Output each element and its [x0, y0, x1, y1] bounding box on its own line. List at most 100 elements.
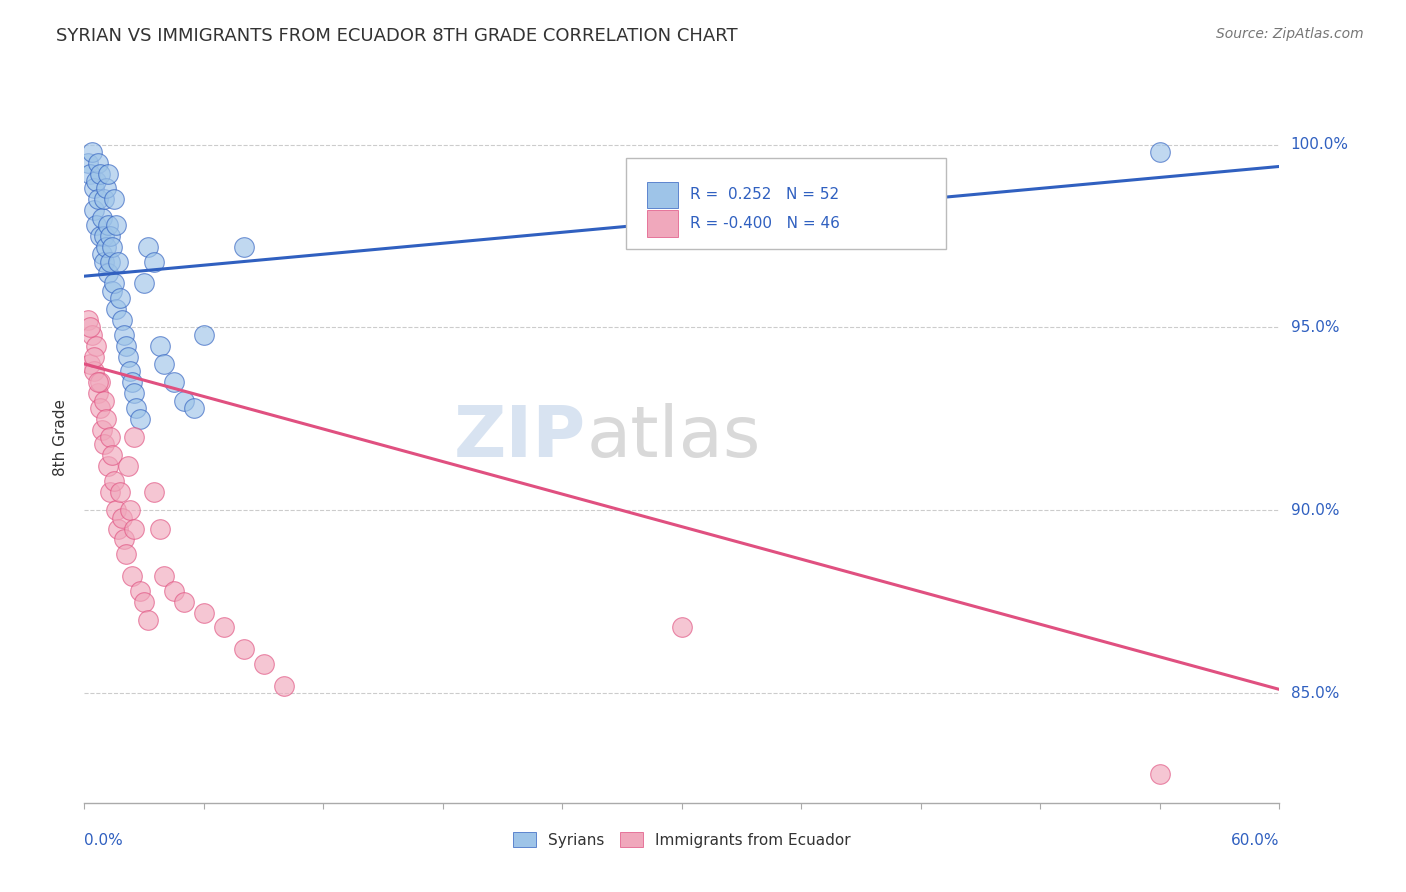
- Point: [129, 411, 152, 425]
- Point: [79, 357, 101, 371]
- Point: [122, 430, 145, 444]
- Text: Source: ZipAtlas.com: Source: ZipAtlas.com: [1216, 27, 1364, 41]
- Point: [96, 181, 118, 195]
- Point: [93, 393, 115, 408]
- Point: [110, 484, 132, 499]
- Point: [89, 375, 111, 389]
- Point: [96, 240, 118, 254]
- Point: [101, 284, 124, 298]
- Point: [105, 218, 128, 232]
- Point: [112, 327, 135, 342]
- Point: [111, 510, 134, 524]
- Point: [91, 211, 114, 225]
- Text: SYRIAN VS IMMIGRANTS FROM ECUADOR 8TH GRADE CORRELATION CHART: SYRIAN VS IMMIGRANTS FROM ECUADOR 8TH GR…: [56, 27, 738, 45]
- Point: [98, 254, 121, 268]
- Point: [136, 240, 159, 254]
- Point: [97, 167, 120, 181]
- Point: [125, 401, 148, 415]
- Point: [105, 503, 128, 517]
- Point: [101, 240, 124, 254]
- Point: [149, 521, 172, 535]
- Point: [143, 254, 166, 268]
- Point: [93, 254, 115, 268]
- Point: [107, 521, 129, 535]
- Point: [103, 474, 125, 488]
- Point: [111, 313, 134, 327]
- Point: [105, 301, 128, 317]
- Point: [86, 218, 108, 232]
- Point: [212, 620, 235, 634]
- Point: [83, 364, 105, 378]
- Point: [136, 613, 159, 627]
- Point: [153, 569, 176, 583]
- Point: [77, 155, 100, 169]
- Text: R = -0.400   N = 46: R = -0.400 N = 46: [690, 216, 839, 231]
- Point: [79, 167, 101, 181]
- Point: [273, 679, 295, 693]
- Point: [163, 375, 186, 389]
- Point: [232, 240, 254, 254]
- Point: [173, 393, 195, 408]
- Point: [83, 350, 105, 364]
- Text: atlas: atlas: [586, 402, 761, 472]
- Point: [82, 145, 104, 159]
- Point: [121, 375, 143, 389]
- Point: [103, 193, 125, 207]
- Point: [98, 228, 121, 243]
- Point: [98, 484, 121, 499]
- Point: [82, 327, 104, 342]
- Point: [129, 583, 152, 598]
- Text: ZIP: ZIP: [454, 402, 586, 472]
- Point: [121, 569, 143, 583]
- Point: [87, 193, 110, 207]
- Text: 85.0%: 85.0%: [1291, 686, 1339, 700]
- Point: [86, 339, 108, 353]
- Point: [253, 657, 276, 671]
- Point: [103, 277, 125, 291]
- Point: [97, 265, 120, 279]
- Point: [173, 594, 195, 608]
- Text: 0.0%: 0.0%: [84, 833, 124, 848]
- Point: [91, 247, 114, 261]
- Point: [120, 364, 142, 378]
- Point: [710, 228, 733, 243]
- Point: [97, 459, 120, 474]
- Point: [122, 386, 145, 401]
- Point: [163, 583, 186, 598]
- Y-axis label: 8th Grade: 8th Grade: [53, 399, 69, 475]
- Text: 95.0%: 95.0%: [1291, 320, 1339, 334]
- Point: [143, 484, 166, 499]
- Point: [91, 423, 114, 437]
- Point: [87, 375, 110, 389]
- Text: 90.0%: 90.0%: [1291, 503, 1339, 517]
- Point: [112, 533, 135, 547]
- Point: [87, 386, 110, 401]
- Point: [193, 327, 215, 342]
- Text: R =  0.252   N = 52: R = 0.252 N = 52: [690, 187, 839, 202]
- Point: [96, 411, 118, 425]
- Point: [83, 181, 105, 195]
- Point: [115, 339, 138, 353]
- Point: [89, 167, 111, 181]
- Point: [77, 313, 100, 327]
- Point: [107, 254, 129, 268]
- Point: [115, 547, 138, 561]
- Point: [89, 401, 111, 415]
- Point: [97, 218, 120, 232]
- Point: [193, 606, 215, 620]
- Legend: Syrians, Immigrants from Ecuador: Syrians, Immigrants from Ecuador: [508, 825, 856, 854]
- Point: [132, 277, 156, 291]
- Point: [79, 320, 101, 334]
- Point: [122, 521, 145, 535]
- Point: [86, 174, 108, 188]
- Text: 100.0%: 100.0%: [1291, 137, 1348, 152]
- Point: [1149, 766, 1171, 780]
- Point: [183, 401, 205, 415]
- Point: [149, 339, 172, 353]
- Point: [101, 448, 124, 462]
- Point: [83, 203, 105, 218]
- Point: [120, 503, 142, 517]
- Point: [671, 620, 693, 634]
- Point: [232, 642, 254, 657]
- Point: [1149, 145, 1171, 159]
